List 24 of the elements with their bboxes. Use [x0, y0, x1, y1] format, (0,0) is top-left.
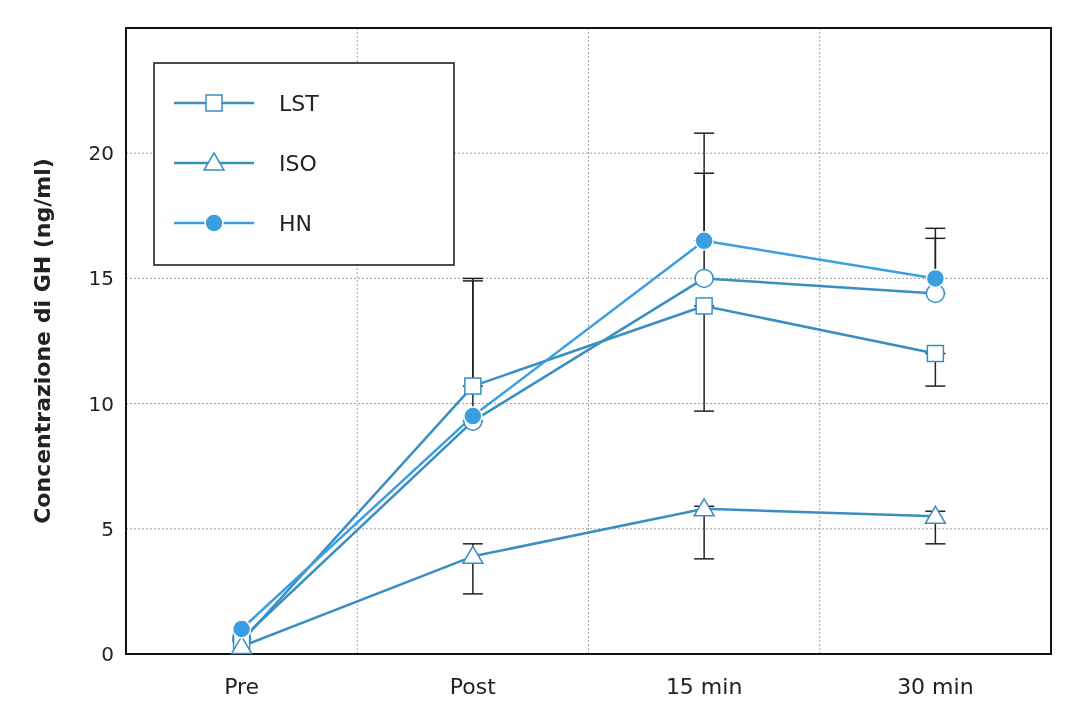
- point: [693, 498, 715, 517]
- point: [695, 297, 713, 315]
- point: [463, 406, 483, 426]
- legend-label: LST: [279, 90, 320, 116]
- y-tick-label: 5: [101, 516, 114, 541]
- y-axis-title: Concentrazione di GH (ng/ml): [30, 158, 55, 524]
- point: [694, 231, 714, 251]
- point: [924, 505, 947, 525]
- y-tick-label: 15: [88, 266, 114, 291]
- point: [925, 268, 946, 289]
- x-tick-label: Post: [449, 674, 497, 699]
- point: [462, 545, 484, 565]
- y-tick-label: 10: [88, 391, 114, 416]
- point: [231, 619, 252, 639]
- x-tick-label: 15 min: [665, 674, 743, 699]
- y-tick-label: 20: [88, 141, 114, 166]
- y-tick-label: 0: [101, 642, 114, 666]
- x-tick-label: Pre: [224, 674, 260, 699]
- legend-label: ISO: [279, 150, 317, 176]
- legend-label: HN: [279, 210, 312, 236]
- x-tick-label: 30 min: [897, 674, 974, 699]
- point: [926, 344, 945, 363]
- point: [464, 377, 482, 395]
- point: [694, 268, 714, 289]
